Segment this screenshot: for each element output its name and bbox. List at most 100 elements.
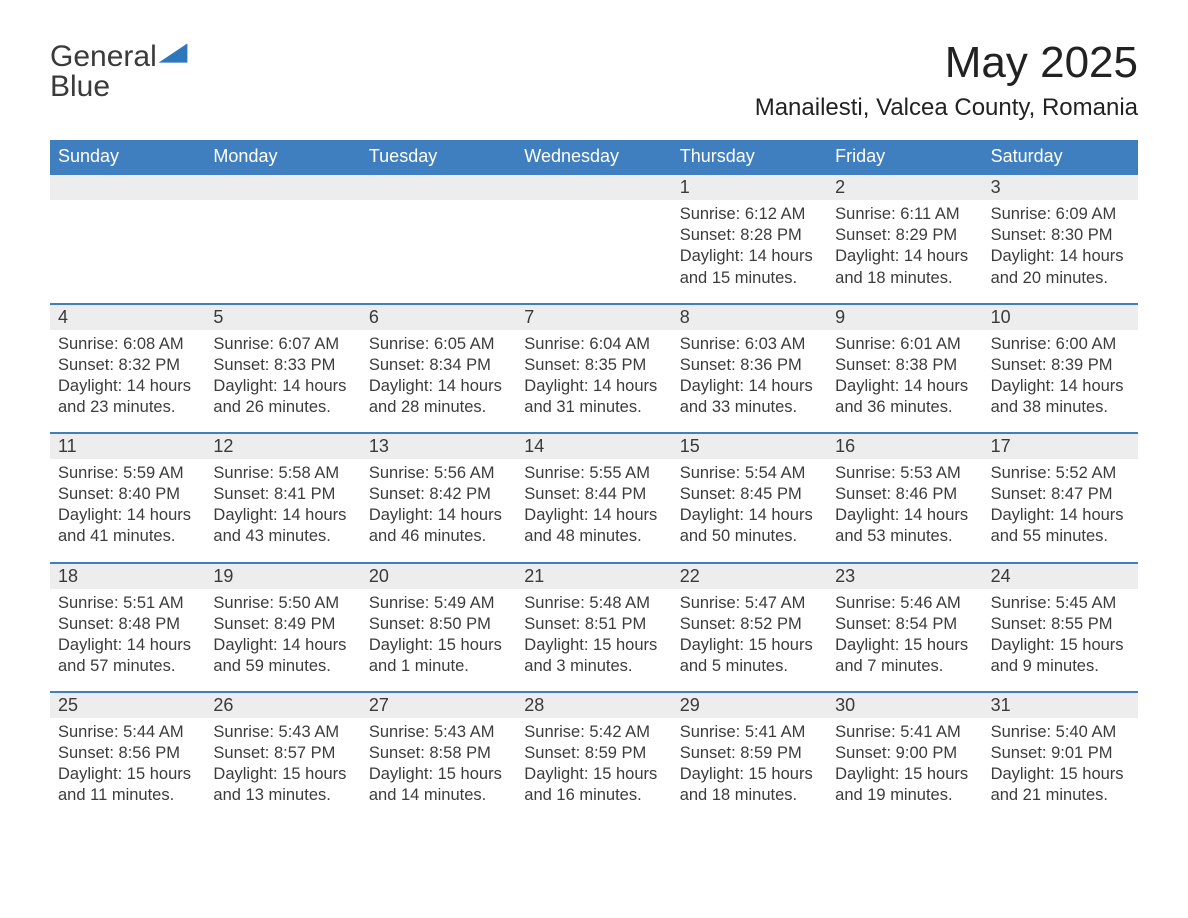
daynum-band: 45678910 (50, 305, 1138, 330)
sunrise-text: Sunrise: 5:43 AM (213, 722, 352, 743)
sunset-text: Sunset: 8:54 PM (835, 614, 974, 635)
day-number: 22 (672, 564, 827, 589)
day-body-row: Sunrise: 5:51 AMSunset: 8:48 PMDaylight:… (50, 589, 1138, 691)
daylight-text: Daylight: 14 hours and 28 minutes. (369, 376, 508, 418)
sunset-text: Sunset: 8:52 PM (680, 614, 819, 635)
month-title: May 2025 (755, 40, 1138, 86)
day-cell: Sunrise: 6:03 AMSunset: 8:36 PMDaylight:… (672, 330, 827, 432)
logo-text-block: General Blue (50, 40, 189, 102)
daylight-text: Daylight: 14 hours and 53 minutes. (835, 505, 974, 547)
sunset-text: Sunset: 8:55 PM (991, 614, 1130, 635)
weekday-header: Thursday (672, 140, 827, 173)
day-cell: Sunrise: 5:47 AMSunset: 8:52 PMDaylight:… (672, 589, 827, 691)
daylight-text: Daylight: 14 hours and 20 minutes. (991, 246, 1130, 288)
sunrise-text: Sunrise: 6:00 AM (991, 334, 1130, 355)
sunrise-text: Sunrise: 5:44 AM (58, 722, 197, 743)
day-cell: Sunrise: 6:09 AMSunset: 8:30 PMDaylight:… (983, 200, 1138, 302)
day-cell: Sunrise: 5:54 AMSunset: 8:45 PMDaylight:… (672, 459, 827, 561)
sunset-text: Sunset: 8:42 PM (369, 484, 508, 505)
daylight-text: Daylight: 14 hours and 36 minutes. (835, 376, 974, 418)
sunrise-text: Sunrise: 5:42 AM (524, 722, 663, 743)
week-row: 25262728293031Sunrise: 5:44 AMSunset: 8:… (50, 691, 1138, 820)
sunrise-text: Sunrise: 5:40 AM (991, 722, 1130, 743)
day-cell: Sunrise: 6:04 AMSunset: 8:35 PMDaylight:… (516, 330, 671, 432)
weekday-header: Sunday (50, 140, 205, 173)
daylight-text: Daylight: 14 hours and 55 minutes. (991, 505, 1130, 547)
sunset-text: Sunset: 8:29 PM (835, 225, 974, 246)
day-body-row: Sunrise: 6:12 AMSunset: 8:28 PMDaylight:… (50, 200, 1138, 302)
week-row: 18192021222324Sunrise: 5:51 AMSunset: 8:… (50, 562, 1138, 691)
daylight-text: Daylight: 14 hours and 38 minutes. (991, 376, 1130, 418)
sunset-text: Sunset: 8:58 PM (369, 743, 508, 764)
weekday-header: Wednesday (516, 140, 671, 173)
sunset-text: Sunset: 9:00 PM (835, 743, 974, 764)
day-number: 2 (827, 175, 982, 200)
week-row: 123Sunrise: 6:12 AMSunset: 8:28 PMDaylig… (50, 173, 1138, 302)
sunrise-text: Sunrise: 6:09 AM (991, 204, 1130, 225)
sunrise-text: Sunrise: 5:49 AM (369, 593, 508, 614)
sunrise-text: Sunrise: 5:45 AM (991, 593, 1130, 614)
day-number: 13 (361, 434, 516, 459)
brand-name-part1: General (50, 40, 157, 73)
day-cell: Sunrise: 5:44 AMSunset: 8:56 PMDaylight:… (50, 718, 205, 820)
daylight-text: Daylight: 15 hours and 21 minutes. (991, 764, 1130, 806)
sunset-text: Sunset: 8:33 PM (213, 355, 352, 376)
day-number: 16 (827, 434, 982, 459)
day-number: 8 (672, 305, 827, 330)
daylight-text: Daylight: 15 hours and 7 minutes. (835, 635, 974, 677)
day-cell (50, 200, 205, 302)
sunrise-text: Sunrise: 6:08 AM (58, 334, 197, 355)
sunrise-text: Sunrise: 5:48 AM (524, 593, 663, 614)
day-number: 15 (672, 434, 827, 459)
triangle-icon (157, 40, 189, 66)
sunrise-text: Sunrise: 5:54 AM (680, 463, 819, 484)
day-number: 28 (516, 693, 671, 718)
sunrise-text: Sunrise: 6:04 AM (524, 334, 663, 355)
sunset-text: Sunset: 8:38 PM (835, 355, 974, 376)
day-cell: Sunrise: 5:59 AMSunset: 8:40 PMDaylight:… (50, 459, 205, 561)
day-body-row: Sunrise: 5:59 AMSunset: 8:40 PMDaylight:… (50, 459, 1138, 561)
sunset-text: Sunset: 9:01 PM (991, 743, 1130, 764)
daylight-text: Daylight: 14 hours and 43 minutes. (213, 505, 352, 547)
sunrise-text: Sunrise: 5:41 AM (680, 722, 819, 743)
day-number: 27 (361, 693, 516, 718)
sunset-text: Sunset: 8:45 PM (680, 484, 819, 505)
sunrise-text: Sunrise: 5:43 AM (369, 722, 508, 743)
day-cell: Sunrise: 5:45 AMSunset: 8:55 PMDaylight:… (983, 589, 1138, 691)
day-cell: Sunrise: 5:41 AMSunset: 8:59 PMDaylight:… (672, 718, 827, 820)
daylight-text: Daylight: 15 hours and 5 minutes. (680, 635, 819, 677)
day-cell: Sunrise: 5:40 AMSunset: 9:01 PMDaylight:… (983, 718, 1138, 820)
weekday-header: Tuesday (361, 140, 516, 173)
day-number: 12 (205, 434, 360, 459)
day-cell: Sunrise: 5:51 AMSunset: 8:48 PMDaylight:… (50, 589, 205, 691)
daylight-text: Daylight: 14 hours and 18 minutes. (835, 246, 974, 288)
daylight-text: Daylight: 14 hours and 46 minutes. (369, 505, 508, 547)
sunset-text: Sunset: 8:28 PM (680, 225, 819, 246)
sunrise-text: Sunrise: 6:11 AM (835, 204, 974, 225)
calendar-page: General Blue May 2025 Manailesti, Valcea… (0, 0, 1188, 918)
day-number: 23 (827, 564, 982, 589)
sunrise-text: Sunrise: 6:05 AM (369, 334, 508, 355)
day-cell: Sunrise: 6:11 AMSunset: 8:29 PMDaylight:… (827, 200, 982, 302)
sunset-text: Sunset: 8:56 PM (58, 743, 197, 764)
sunrise-text: Sunrise: 5:56 AM (369, 463, 508, 484)
brand-logo: General Blue (50, 40, 189, 102)
daynum-band: 18192021222324 (50, 564, 1138, 589)
sunset-text: Sunset: 8:44 PM (524, 484, 663, 505)
day-number: 9 (827, 305, 982, 330)
day-number: 11 (50, 434, 205, 459)
daylight-text: Daylight: 14 hours and 59 minutes. (213, 635, 352, 677)
day-cell: Sunrise: 5:43 AMSunset: 8:57 PMDaylight:… (205, 718, 360, 820)
day-number (205, 175, 360, 200)
daynum-band: 123 (50, 175, 1138, 200)
calendar-grid: SundayMondayTuesdayWednesdayThursdayFrid… (50, 140, 1138, 820)
sunrise-text: Sunrise: 5:53 AM (835, 463, 974, 484)
day-number: 21 (516, 564, 671, 589)
sunset-text: Sunset: 8:34 PM (369, 355, 508, 376)
day-cell: Sunrise: 5:50 AMSunset: 8:49 PMDaylight:… (205, 589, 360, 691)
page-header: General Blue May 2025 Manailesti, Valcea… (50, 40, 1138, 122)
daylight-text: Daylight: 15 hours and 1 minute. (369, 635, 508, 677)
daynum-band: 25262728293031 (50, 693, 1138, 718)
daylight-text: Daylight: 14 hours and 50 minutes. (680, 505, 819, 547)
day-number: 5 (205, 305, 360, 330)
